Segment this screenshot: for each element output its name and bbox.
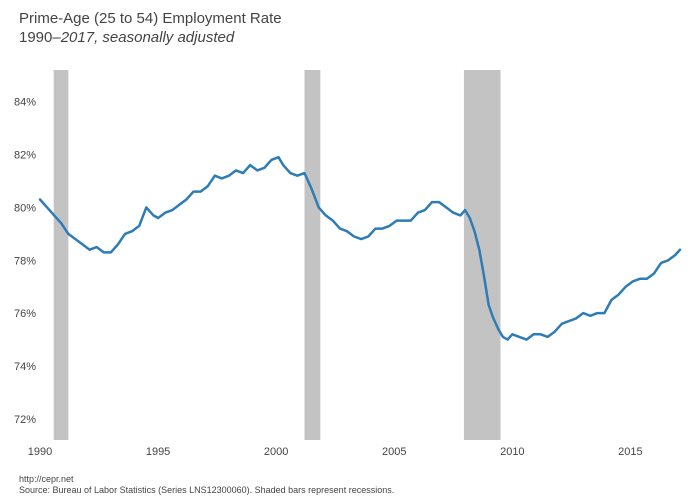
x-tick-label: 1995 <box>146 446 170 458</box>
x-tick-label: 2015 <box>618 446 642 458</box>
series-lines <box>38 155 682 341</box>
subtitle-years: 1990– <box>19 29 61 46</box>
y-tick-label: 84% <box>14 97 36 109</box>
footer-url[interactable]: http://cepr.net <box>19 474 74 484</box>
subtitle-description: 2017, seasonally adjusted <box>60 29 235 46</box>
y-tick-label: 78% <box>14 255 36 267</box>
recession-band-2 <box>304 70 321 440</box>
y-tick-label: 80% <box>14 202 36 214</box>
y-tick-label: 72% <box>14 414 36 426</box>
x-tick-label: 2005 <box>382 446 406 458</box>
chart-subtitle: 1990–2017, seasonally adjusted <box>19 28 234 48</box>
recession-band-1 <box>53 70 69 440</box>
x-tick-label: 2000 <box>264 446 288 458</box>
series-line-employment-rate <box>38 155 682 341</box>
chart-title: Prime-Age (25 to 54) Employment Rate <box>19 10 282 27</box>
y-tick-label: 82% <box>14 150 36 162</box>
x-tick-label: 1990 <box>28 446 52 458</box>
y-tick-label: 76% <box>14 308 36 320</box>
y-axis-ticks: 72% 74% 76% 78% 80% 82% 84% <box>14 97 36 426</box>
x-axis-ticks: 1990 1995 2000 2005 2010 2015 <box>28 446 643 458</box>
footer-source: Source: Bureau of Labor Statistics (Seri… <box>19 485 395 495</box>
y-tick-label: 74% <box>14 361 36 373</box>
x-tick-label: 2010 <box>500 446 524 458</box>
recession-bands <box>53 70 501 440</box>
recession-band-3 <box>463 70 501 440</box>
